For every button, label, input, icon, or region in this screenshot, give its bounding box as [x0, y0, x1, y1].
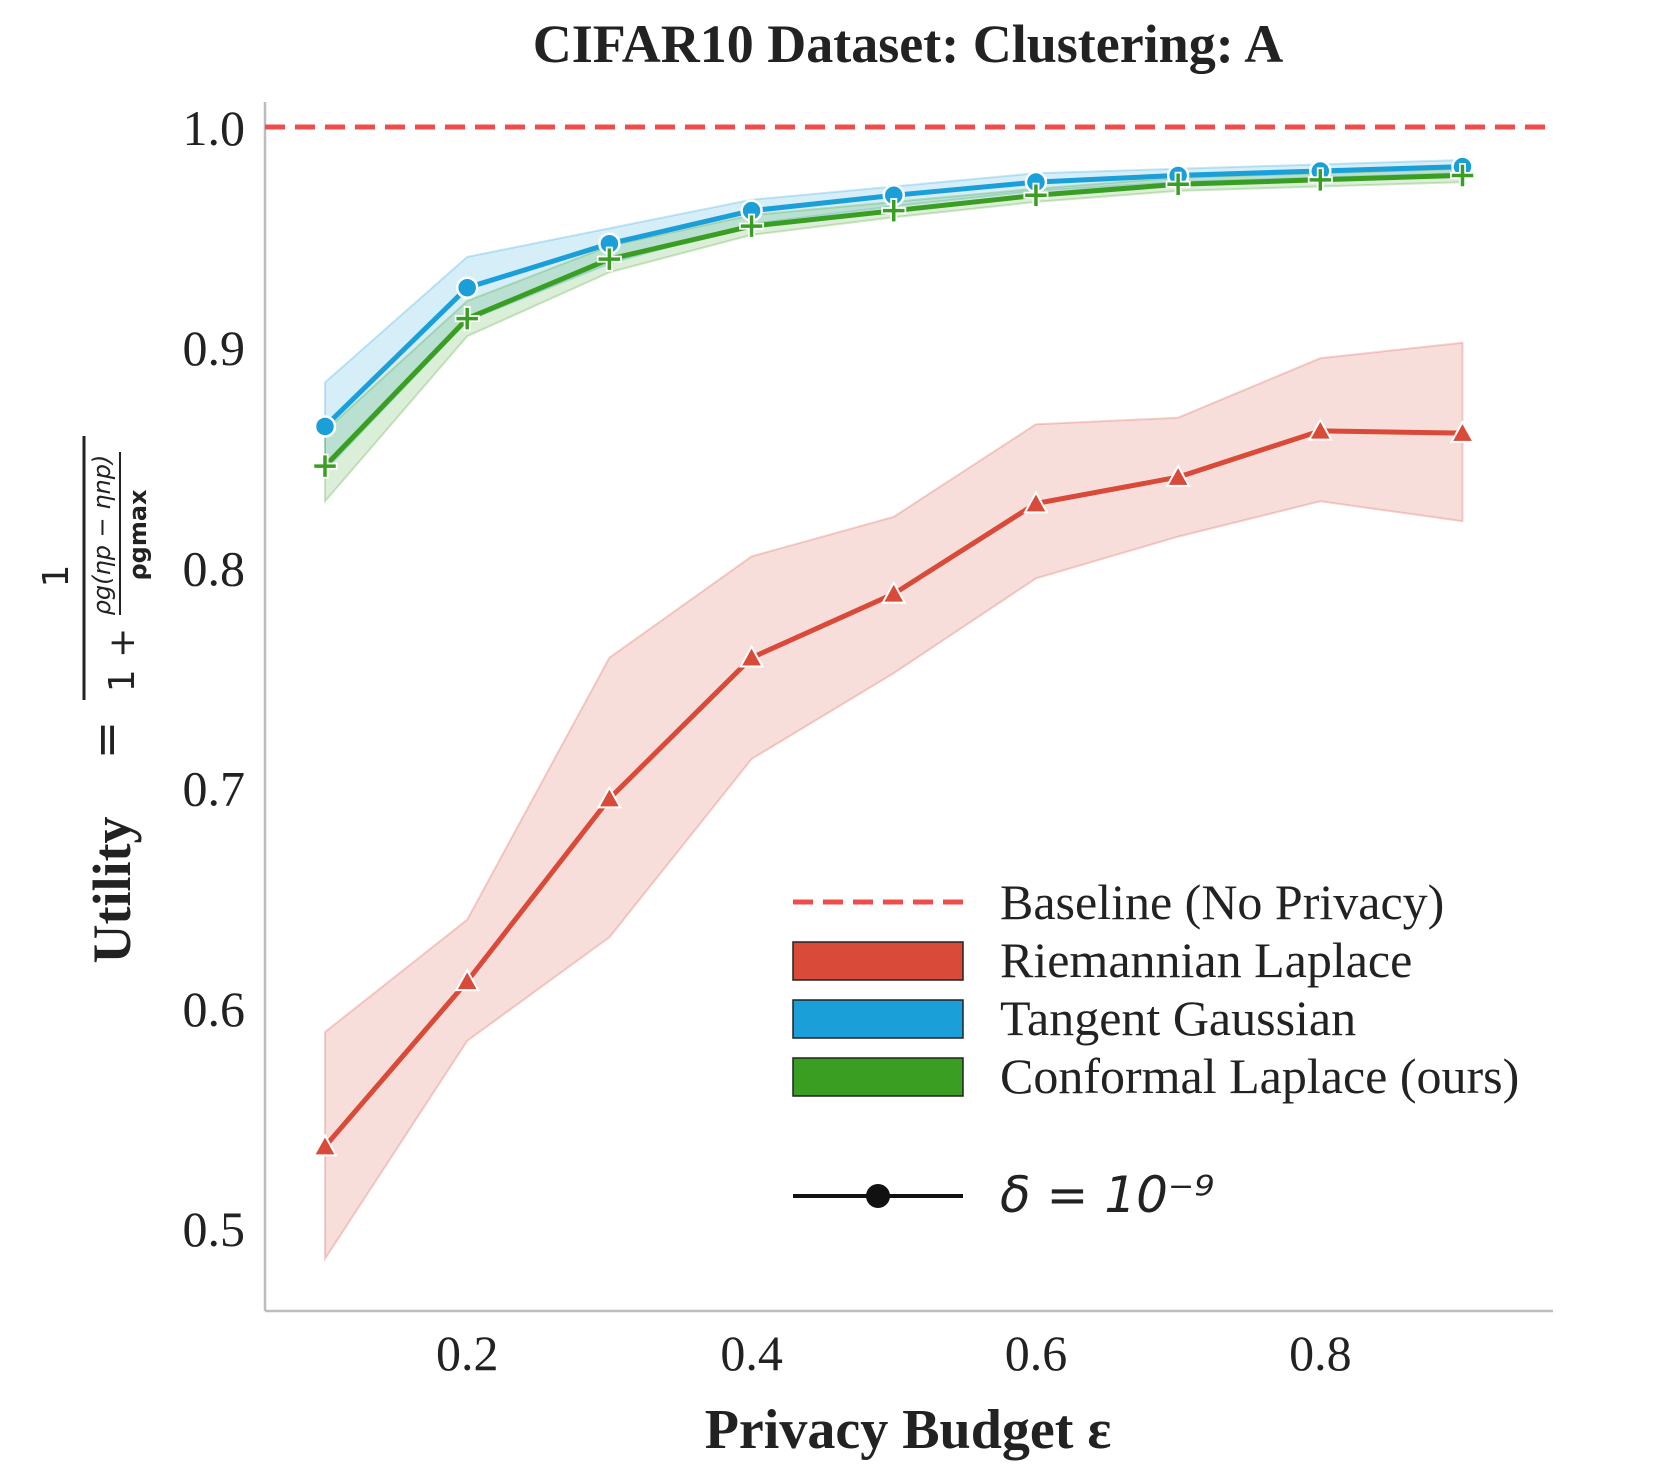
legend-swatch-tangent [792, 999, 964, 1039]
x-tick-label-0.6: 0.6 [1005, 1325, 1068, 1381]
legend-label-delta: δ = 10⁻⁹ [1000, 1166, 1214, 1224]
y-label-equals: = [79, 721, 133, 760]
x-tick-label-0.2: 0.2 [436, 1325, 499, 1381]
point-riemannian-laplace-7 [1165, 464, 1191, 487]
point-conformal-laplace-ours-1 [314, 455, 336, 477]
point-tangent-gaussian-1 [313, 415, 337, 438]
y-label-numerator: 1 [36, 565, 77, 588]
legend-label-conformal: Conformal Laplace (ours) [1000, 1048, 1519, 1104]
point-riemannian-laplace-5 [881, 580, 907, 604]
point-conformal-laplace-ours-8 [1309, 169, 1332, 191]
point-riemannian-laplace-4 [738, 644, 765, 668]
point-riemannian-laplace-2 [454, 968, 480, 992]
x-tick-label-0.8: 0.8 [1289, 1325, 1352, 1381]
legend-swatch-riemannian [792, 941, 964, 981]
point-conformal-laplace-ours-4 [740, 215, 763, 237]
y-label-utility: Utility [82, 817, 142, 964]
legend-swatch-delta-marker [866, 1184, 890, 1208]
legend: Baseline (No Privacy) Riemannian Laplace… [792, 874, 1519, 1224]
band-riemannian-laplace [324, 341, 1464, 1263]
point-conformal-laplace-ours-9 [1451, 164, 1474, 187]
x-tick-label-0.4: 0.4 [720, 1325, 783, 1381]
x-tick-labels: 0.2 0.4 0.6 0.8 [436, 1325, 1352, 1381]
y-axis-label: Utility = 1 1 + ρg(ηp − ηnp) ρgmax [36, 436, 152, 963]
series-markers [312, 155, 1476, 1157]
point-conformal-laplace-ours-7 [1167, 173, 1189, 196]
y-tick-label-0.5: 0.5 [183, 1201, 246, 1257]
y-tick-label-0.7: 0.7 [183, 761, 246, 817]
y-tick-label-0.8: 0.8 [183, 540, 246, 596]
point-conformal-laplace-ours-6 [1025, 184, 1047, 207]
y-tick-labels: 0.5 0.6 0.7 0.8 0.9 1.0 [183, 100, 246, 1257]
legend-label-baseline: Baseline (No Privacy) [1000, 874, 1444, 930]
x-axis-label: Privacy Budget ε [705, 1399, 1112, 1461]
point-riemannian-laplace-6 [1023, 490, 1049, 514]
chart-title: CIFAR10 Dataset: Clustering: A [533, 14, 1283, 74]
point-riemannian-laplace-8 [1307, 417, 1334, 441]
point-riemannian-laplace-1 [312, 1133, 338, 1157]
point-riemannian-laplace-3 [596, 785, 623, 809]
y-label-denominator-lead: 1 + [102, 628, 143, 693]
point-tangent-gaussian-2 [455, 276, 479, 299]
point-conformal-laplace-ours-2 [456, 307, 478, 330]
y-tick-label-0.9: 0.9 [183, 320, 246, 376]
legend-label-tangent: Tangent Gaussian [1000, 990, 1356, 1046]
y-label-inner-denominator: ρgmax [124, 489, 152, 581]
point-conformal-laplace-ours-5 [883, 199, 905, 222]
y-tick-label-1.0: 1.0 [183, 100, 246, 156]
point-conformal-laplace-ours-3 [598, 248, 621, 270]
y-label-inner-numerator: ρg(ηp − ηnp) [88, 455, 116, 616]
point-riemannian-laplace-9 [1449, 420, 1476, 443]
legend-swatch-conformal [792, 1057, 964, 1097]
legend-label-riemannian: Riemannian Laplace [1000, 932, 1412, 988]
y-tick-label-0.6: 0.6 [183, 981, 246, 1037]
